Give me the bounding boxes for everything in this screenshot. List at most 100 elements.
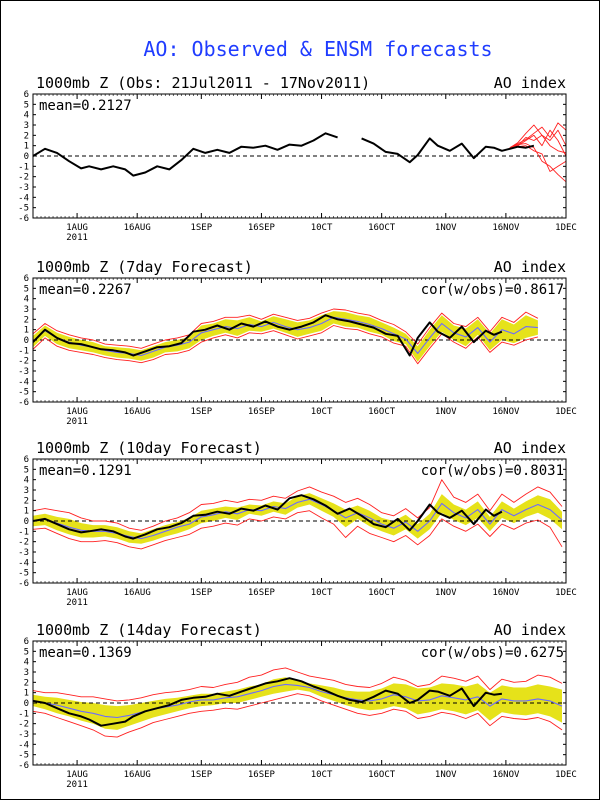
x-tick-label: 10CT	[311, 588, 333, 598]
y-tick-label: 5	[24, 100, 29, 110]
y-tick-label: -4	[18, 558, 29, 568]
member-line-1	[33, 667, 563, 702]
y-tick-label: -2	[18, 538, 29, 548]
panel-title: 1000mb Z (Obs: 21Jul2011 - 17Nov2011)	[36, 74, 370, 92]
y-tick-label: -1	[18, 709, 29, 719]
x-tick-label: 16OCT	[368, 407, 396, 417]
y-tick-label: -6	[18, 579, 29, 589]
x-tick-label: 16SEP	[248, 223, 276, 233]
panel-title: 1000mb Z (14day Forecast)	[36, 621, 262, 639]
panel-index-label: AO index	[494, 621, 566, 639]
y-tick-label: 5	[24, 284, 29, 294]
panel-correlation-label: cor(w/obs)=0.6275	[421, 645, 564, 661]
panel-index-label: AO index	[494, 74, 566, 92]
y-tick-label: 0	[24, 152, 29, 162]
x-tick-label: 16AUG	[124, 223, 151, 233]
member-line-1	[33, 308, 539, 349]
x-tick-label: 1NOV	[435, 407, 457, 417]
y-tick-label: 4	[24, 476, 29, 486]
y-tick-label: 4	[24, 111, 29, 121]
y-tick-label: 0	[24, 517, 29, 527]
y-tick-label: 3	[24, 668, 29, 678]
ao-panel-4: 1000mb Z (14day Forecast) AO index6543210…	[18, 621, 577, 790]
y-tick-label: 6	[24, 90, 29, 100]
x-tick-label: 1DEC	[555, 770, 577, 780]
panel-index-label: AO index	[494, 439, 566, 457]
y-tick-label: -3	[18, 183, 29, 193]
x-tick-label: 16NOV	[492, 223, 520, 233]
y-tick-label: -6	[18, 398, 29, 408]
panel-correlation-label: cor(w/obs)=0.8031	[421, 463, 564, 479]
ensemble-mean-line	[33, 683, 563, 719]
y-tick-label: -6	[18, 761, 29, 771]
y-tick-label: 1	[24, 142, 29, 152]
x-tick-label: 1SEP	[190, 223, 212, 233]
x-tick-label: 16OCT	[368, 223, 396, 233]
panel-title: 1000mb Z (10day Forecast)	[36, 439, 262, 457]
member-line-6	[509, 129, 566, 157]
figure-title: AO: Observed & ENSM forecasts	[143, 37, 492, 61]
member-line-1	[33, 479, 563, 531]
x-tick-label: 1AUG	[66, 770, 88, 780]
x-tick-label: 1AUG	[66, 407, 88, 417]
y-tick-label: -1	[18, 162, 29, 172]
member-line-4	[509, 124, 566, 149]
y-tick-label: 5	[24, 465, 29, 475]
x-tick-label: 10CT	[311, 223, 333, 233]
y-tick-label: -2	[18, 720, 29, 730]
plot-data	[33, 308, 566, 365]
x-tick-label: 1NOV	[435, 588, 457, 598]
y-tick-label: -3	[18, 548, 29, 558]
x-tick-label: 16SEP	[248, 588, 276, 598]
ao-panel-1: 1000mb Z (Obs: 21Jul2011 - 17Nov2011) AO …	[18, 74, 577, 243]
y-tick-label: 2	[24, 315, 29, 325]
x-tick-label: 16NOV	[492, 407, 520, 417]
member-line-5	[509, 145, 566, 172]
observed-line	[33, 132, 535, 177]
x-tick-label: 16SEP	[248, 407, 276, 417]
x-tick-label: 1DEC	[555, 407, 577, 417]
y-tick-label: 1	[24, 326, 29, 336]
y-tick-label: 3	[24, 121, 29, 131]
y-tick-label: -1	[18, 346, 29, 356]
member-line-3	[509, 143, 566, 183]
ao-panel-2: 1000mb Z (7day Forecast) AO index6543210-…	[18, 258, 577, 427]
x-tick-label: 1DEC	[555, 223, 577, 233]
panel-mean-label: mean=0.1291	[39, 463, 132, 479]
y-tick-label: -2	[18, 357, 29, 367]
x-tick-label: 1AUG	[66, 223, 88, 233]
y-tick-label: -5	[18, 569, 29, 579]
x-tick-label: 16AUG	[124, 407, 151, 417]
y-tick-label: 4	[24, 295, 29, 305]
panels-container: 1000mb Z (Obs: 21Jul2011 - 17Nov2011) AO …	[18, 74, 577, 790]
y-tick-label: 1	[24, 689, 29, 699]
y-tick-label: 6	[24, 274, 29, 284]
y-tick-label: -5	[18, 388, 29, 398]
y-tick-label: 6	[24, 455, 29, 465]
member-line-2	[33, 693, 563, 738]
y-tick-label: -4	[18, 377, 29, 387]
y-tick-label: 3	[24, 305, 29, 315]
observed-line	[33, 677, 503, 727]
y-tick-label: 2	[24, 131, 29, 141]
x-tick-label: 1NOV	[435, 223, 457, 233]
y-tick-label: 1	[24, 507, 29, 517]
y-tick-label: 3	[24, 486, 29, 496]
x-tick-label: 16OCT	[368, 588, 396, 598]
x-tick-year: 2011	[66, 417, 88, 427]
x-tick-year: 2011	[66, 598, 88, 608]
member-line-2	[33, 325, 539, 365]
x-tick-label: 10CT	[311, 407, 333, 417]
y-tick-label: -3	[18, 367, 29, 377]
plot-data	[33, 667, 566, 738]
y-tick-label: 2	[24, 496, 29, 506]
x-tick-label: 16AUG	[124, 588, 151, 598]
y-tick-label: -6	[18, 214, 29, 224]
y-tick-label: -3	[18, 730, 29, 740]
plot-data	[33, 122, 566, 183]
panel-mean-label: mean=0.2127	[39, 98, 132, 114]
x-tick-label: 1SEP	[190, 407, 212, 417]
y-tick-label: -5	[18, 204, 29, 214]
x-tick-label: 1SEP	[190, 770, 212, 780]
x-tick-label: 1DEC	[555, 588, 577, 598]
